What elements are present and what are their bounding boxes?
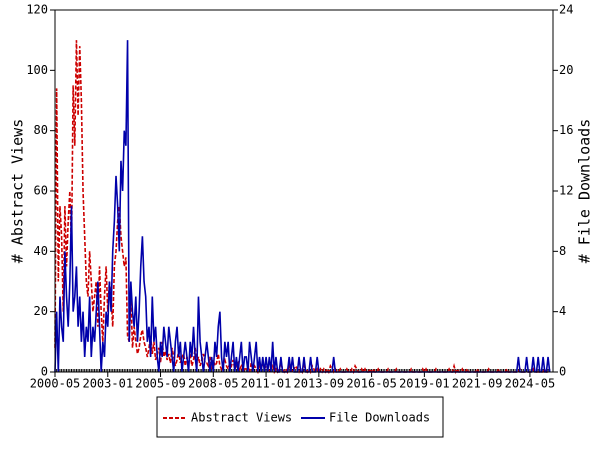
x-tick-label: 2021-09 — [452, 377, 503, 391]
y2-tick-label: 12 — [559, 184, 573, 198]
legend-label: Abstract Views — [191, 411, 292, 425]
y-tick-label: 100 — [26, 63, 48, 77]
y2-tick-label: 24 — [559, 3, 573, 17]
y2-tick-label: 0 — [559, 365, 566, 379]
y-tick-label: 20 — [34, 304, 48, 318]
y-tick-label: 0 — [41, 365, 48, 379]
y-tick-label: 80 — [34, 123, 48, 137]
legend-box — [156, 396, 444, 438]
y2-tick-label: 20 — [559, 63, 573, 77]
legend-label: File Downloads — [329, 411, 430, 425]
y2-axis-title: # File Downloads — [576, 119, 594, 264]
y-tick-label: 40 — [34, 244, 48, 258]
y-axis-title: # Abstract Views — [9, 119, 27, 264]
x-tick-label: 2003-01 — [82, 377, 133, 391]
x-tick-label: 2013-09 — [294, 377, 345, 391]
x-tick-label: 2005-09 — [135, 377, 186, 391]
y-tick-label: 60 — [34, 184, 48, 198]
x-tick-label: 2019-01 — [399, 377, 450, 391]
x-tick-label: 2016-05 — [346, 377, 397, 391]
y2-tick-label: 4 — [559, 304, 566, 318]
x-tick-label: 2000-05 — [30, 377, 81, 391]
y-tick-label: 120 — [26, 3, 48, 17]
x-tick-label: 2024-05 — [505, 377, 556, 391]
x-tick-label: 2011-01 — [241, 377, 292, 391]
x-tick-label: 2008-05 — [188, 377, 239, 391]
plot-frame — [54, 9, 554, 373]
y2-tick-label: 16 — [559, 123, 573, 137]
y2-tick-label: 8 — [559, 244, 566, 258]
